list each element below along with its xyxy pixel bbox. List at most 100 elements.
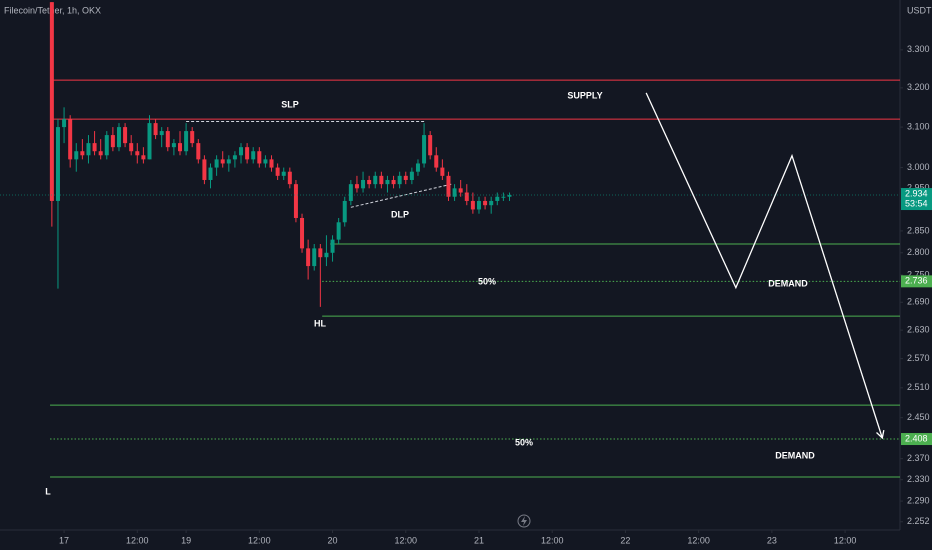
x-tick-label: 23: [767, 535, 777, 545]
candle-body: [342, 200, 347, 223]
candle-body: [391, 179, 396, 185]
candle-body: [178, 143, 182, 152]
candle-body: [464, 192, 469, 201]
candle-body: [318, 248, 323, 258]
candle-body: [379, 175, 384, 185]
x-tick-label: 20: [328, 535, 338, 545]
candle-body: [86, 143, 91, 156]
candle-body: [422, 135, 427, 164]
x-tick-label: 12:00: [126, 535, 149, 545]
candle-body: [184, 131, 189, 152]
candle-body: [251, 151, 256, 160]
candle-body: [312, 248, 317, 267]
countdown: 53:54: [905, 198, 928, 208]
candle-body: [110, 135, 115, 148]
candle-body: [62, 119, 67, 128]
candle-body: [239, 147, 244, 156]
replay-icon[interactable]: [517, 514, 531, 528]
y-tick-label: 2.950: [907, 183, 930, 193]
candle-body: [385, 179, 390, 185]
candle-body: [403, 175, 408, 180]
candle-body: [434, 155, 439, 168]
plot: [0, 2, 900, 478]
candle-body: [232, 155, 237, 160]
candle-body: [495, 196, 500, 201]
candle-body: [92, 143, 97, 152]
annotation: 50%: [478, 276, 496, 286]
candle-body: [281, 171, 286, 176]
y-tick-label: 2.570: [907, 353, 930, 363]
y-tick-label: 2.630: [907, 325, 930, 335]
candle-body: [98, 151, 103, 156]
candle-body: [141, 155, 146, 160]
projection-arrowhead: [876, 430, 885, 440]
candle-body: [330, 239, 335, 253]
currency: USDT: [907, 5, 932, 15]
x-tick-label: 22: [620, 535, 630, 545]
candle-body: [409, 171, 414, 180]
x-tick-label: 12:00: [687, 535, 710, 545]
candle-body: [367, 179, 372, 185]
y-tick-label: 2.370: [907, 453, 930, 463]
candle-body: [361, 179, 366, 189]
candle-body: [214, 159, 219, 168]
candle-body: [129, 143, 134, 152]
candle-body: [135, 151, 140, 156]
last-price-tag: [901, 188, 932, 211]
candle-body: [263, 159, 268, 164]
y-tick-label: 3.100: [907, 121, 930, 131]
candle-body: [306, 248, 311, 267]
candle-body: [80, 151, 85, 156]
x-tick-label: 12:00: [834, 535, 857, 545]
annotation: L: [45, 486, 51, 496]
y-tick-label: 2.252: [907, 516, 930, 526]
y-tick-label: 2.850: [907, 225, 930, 235]
candle-body: [373, 175, 378, 185]
last-price-label: 2.934: [905, 188, 928, 198]
candle-body: [116, 127, 121, 148]
candle-body: [269, 159, 274, 168]
candle-body: [104, 135, 109, 156]
candle-body: [202, 159, 207, 180]
y-tick-label: 3.300: [907, 44, 930, 54]
level-price-tag: [901, 433, 932, 446]
candle-body: [452, 188, 457, 197]
candle-body: [476, 200, 481, 210]
candle-body: [245, 147, 250, 160]
y-tick-label: 2.510: [907, 382, 930, 392]
candle-body: [208, 167, 213, 180]
x-tick-label: 21: [474, 535, 484, 545]
x-tick-label: 12:00: [248, 535, 271, 545]
trend-line: [350, 183, 452, 208]
candle-body: [415, 163, 420, 172]
candle-body: [196, 143, 201, 160]
candle-body: [336, 222, 341, 240]
y-tick-label: 2.290: [907, 495, 930, 505]
candle-body: [354, 184, 359, 189]
y-tick-label: 3.000: [907, 162, 930, 172]
candle-body: [123, 127, 128, 144]
candle-body: [275, 167, 280, 176]
candle-body: [147, 123, 152, 160]
candle-body: [287, 171, 292, 185]
candle-body: [483, 200, 488, 206]
y-tick-label: 2.800: [907, 247, 930, 257]
candle-body: [49, 2, 54, 201]
y-tick-label: 2.690: [907, 297, 930, 307]
replay-bolt: [521, 516, 527, 526]
candle-body: [300, 217, 305, 249]
candle-body: [324, 252, 329, 258]
x-tick-label: 17: [59, 535, 69, 545]
candle-body: [171, 143, 176, 148]
candle-body: [501, 196, 506, 198]
candle-body: [470, 200, 475, 210]
candle-body: [226, 159, 231, 164]
candle-body: [190, 131, 195, 144]
candle-body: [68, 119, 73, 160]
candle-body: [220, 159, 225, 164]
candle-body: [348, 184, 353, 201]
y-tick-label: 2.750: [907, 269, 930, 279]
level-price-label: 2.408: [905, 433, 928, 443]
candle-body: [165, 131, 170, 148]
